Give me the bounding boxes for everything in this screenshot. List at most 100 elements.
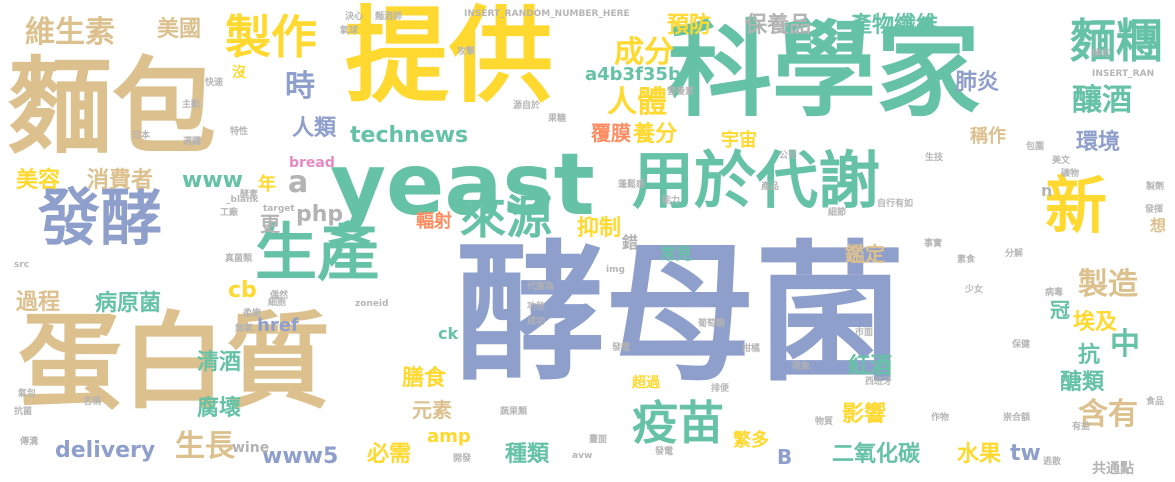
word-qi-bao: 氣包 (18, 389, 37, 399)
word-pai-bian: 排便 (711, 384, 730, 394)
word-chao-guo: 超過 (632, 375, 660, 391)
word-sheng-ji: 生技 (925, 153, 944, 163)
word-src: src (14, 260, 30, 270)
word-technews: technews (350, 123, 469, 148)
word-yeast: yeast (330, 135, 595, 235)
word-er-yang-hua-tan: 二氧化碳 (832, 442, 921, 467)
word-kai-fa: 開發 (453, 454, 472, 464)
word-zhong-lei: 種類 (505, 442, 550, 467)
word-wu-yang: 無氧 (235, 324, 254, 334)
word-hua-mian: 畫面 (589, 435, 608, 445)
word-bing-yuan-jun: 病原菌 (95, 291, 162, 316)
word-tao-san: 逃散 (1043, 457, 1062, 467)
word-han-you: 含有 (1078, 397, 1138, 432)
word-bi-xu: 必需 (367, 442, 412, 467)
word-dan-bai-zhi: 蛋白質 (18, 301, 331, 423)
word-you-yi: 有益 (1072, 422, 1091, 432)
word-mei: 沒 (232, 65, 246, 81)
word-lai-yuan: 來源 (460, 190, 552, 244)
word-www: www (182, 168, 243, 193)
word-gong-chang: 工廠 (220, 208, 239, 218)
word-zhen-jun-lei: 真菌類 (225, 254, 253, 264)
word-yu-fang: 預防 (667, 13, 712, 38)
word-ou-ran: 偶然 (270, 291, 289, 301)
word-avw: avw (572, 451, 593, 461)
word-zhi-ji: 製劑 (1146, 182, 1165, 192)
word-a4b3f35b: a4b3f35b (585, 64, 681, 85)
word-zi-xing: 自行 (877, 199, 896, 209)
word-jiao-mu-jun: 酵母菌 (455, 228, 906, 402)
word-blank: _blank (226, 195, 259, 205)
word-jue-xin: 決心 (345, 12, 364, 22)
word-rou-nen: 柔嫩 (243, 309, 262, 319)
word-tang-lei: 醣類 (1060, 370, 1105, 395)
word-fa-jiao: 發酵 (38, 181, 163, 254)
word-chuan-gou: 傳溝 (20, 437, 39, 447)
word-fu-huai: 腐壞 (197, 396, 242, 421)
word-fei-yan: 肺炎 (955, 70, 1000, 95)
word-yuan-zi-yu: 源自於 (513, 101, 541, 111)
word-yi-zhi: 抑制 (577, 216, 622, 241)
word-qi-qiu: 氣球 (340, 26, 359, 36)
word-wu-zhi: 物質 (815, 417, 834, 427)
word-shi-pin: 食品 (1146, 397, 1165, 407)
word-yong-yu-dai-xie: 用於代謝 (632, 144, 881, 217)
word-zhong: 中 (1110, 327, 1140, 362)
word-target: target (263, 204, 295, 214)
word-shi-shi: 事實 (924, 239, 943, 249)
word-bao-jian: 保健 (1012, 340, 1031, 350)
word-shi: 時 (285, 69, 315, 104)
word-chang-jian: 常見 (660, 244, 693, 263)
word-su-shi: 素食 (957, 255, 976, 265)
word-chan-pin: 產品 (761, 182, 780, 192)
word-ti-gong: 提供 (345, 0, 554, 117)
word-gong-ji: 攻擊 (457, 47, 476, 57)
word-cuo: 錯 (622, 233, 639, 252)
word-bread: bread (289, 155, 335, 171)
word-fa-dian-1: 發電 (655, 447, 674, 457)
word-mian-tuan: 麵糰 (1070, 14, 1162, 68)
word-pu-tao-tang: 葡萄糖 (698, 319, 726, 329)
word-href: href (257, 315, 299, 336)
word-fan-duo: 繁多 (733, 430, 769, 451)
word-fu-mo: 覆膜 (591, 121, 631, 145)
word-sheng-zhang: 生長 (175, 429, 235, 464)
word-ri-ben: 日本 (132, 131, 151, 141)
word-xiao-fei-zhe: 消費者 (87, 168, 154, 193)
word-guo-cheng: 過程 (16, 290, 61, 315)
word-shu-guo-lei: 蔬果類 (500, 407, 528, 417)
word-xi-bao: 細胞 (268, 298, 287, 308)
word-bao-yang-pin: 保養品 (745, 13, 812, 38)
word-zoneid: zoneid (355, 299, 389, 309)
word-ai-ji: 埃及 (1073, 310, 1118, 335)
word-yuan-su: 元素 (412, 398, 452, 422)
word-delivery: delivery (55, 438, 156, 463)
word-kang-jun: 抗菌 (14, 407, 33, 417)
word-ying-yang-su: 營養素 (667, 87, 695, 97)
word-dai-xie-wei: 代謝為 (527, 282, 555, 292)
word-cheng-fen: 成分 (614, 35, 674, 70)
word-insert-ran: INSERT_RAN (1092, 69, 1155, 79)
word-xiang: 想 (1150, 216, 1167, 235)
word-shan-shi: 膳食 (402, 366, 447, 391)
word-shui-guo: 水果 (957, 442, 1002, 467)
word-xuan-gou: 選購 (183, 137, 202, 147)
word-kang: 抗 (1078, 343, 1101, 368)
word-jian-ding: 鑑定 (845, 242, 885, 266)
word-ying-xiang: 影響 (842, 402, 887, 427)
word-cb: cb (228, 278, 257, 303)
word-ke-xue-jia: 科學家 (668, 9, 981, 131)
word-geng: 更 (260, 212, 280, 236)
word-shi-mian: 市面 (855, 328, 874, 338)
word-niang-jiu: 釀酒 (1072, 83, 1132, 118)
word-www5: www5 (262, 444, 339, 469)
word-zhi-zuo: 製作 (225, 10, 317, 64)
word-fen-jie: 分解 (1005, 249, 1024, 259)
word-php: php (296, 202, 344, 227)
word-fa-dian-2: 發電 (612, 343, 631, 353)
word-wine: wine (232, 440, 270, 456)
word-a: a (288, 165, 309, 200)
word-bao-wei: 包圍 (1026, 142, 1045, 152)
word-huan-jing: 環境 (1076, 130, 1121, 155)
